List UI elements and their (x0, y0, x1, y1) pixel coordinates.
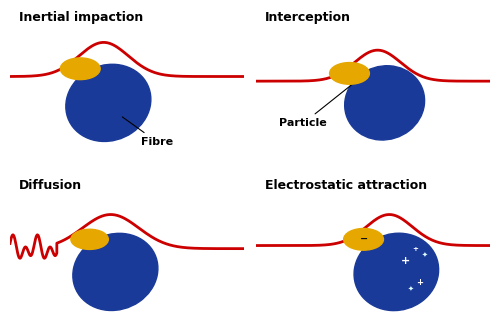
Text: Inertial impaction: Inertial impaction (20, 11, 144, 25)
Text: Interception: Interception (265, 11, 351, 25)
Ellipse shape (73, 233, 158, 310)
Ellipse shape (330, 62, 370, 84)
Text: ✦: ✦ (422, 252, 428, 258)
Ellipse shape (66, 64, 151, 141)
Text: Electrostatic attraction: Electrostatic attraction (265, 179, 428, 192)
Text: Particle: Particle (280, 84, 352, 128)
Text: +: + (412, 246, 418, 252)
Text: ✦: ✦ (408, 286, 414, 292)
Ellipse shape (354, 233, 438, 310)
Ellipse shape (71, 229, 108, 249)
Text: +: + (416, 278, 424, 287)
Text: +: + (401, 256, 410, 266)
Text: Diffusion: Diffusion (20, 179, 82, 192)
Text: −: − (360, 234, 368, 244)
Ellipse shape (60, 58, 100, 80)
Text: Fibre: Fibre (122, 117, 173, 147)
Ellipse shape (344, 228, 384, 250)
Ellipse shape (344, 66, 424, 140)
